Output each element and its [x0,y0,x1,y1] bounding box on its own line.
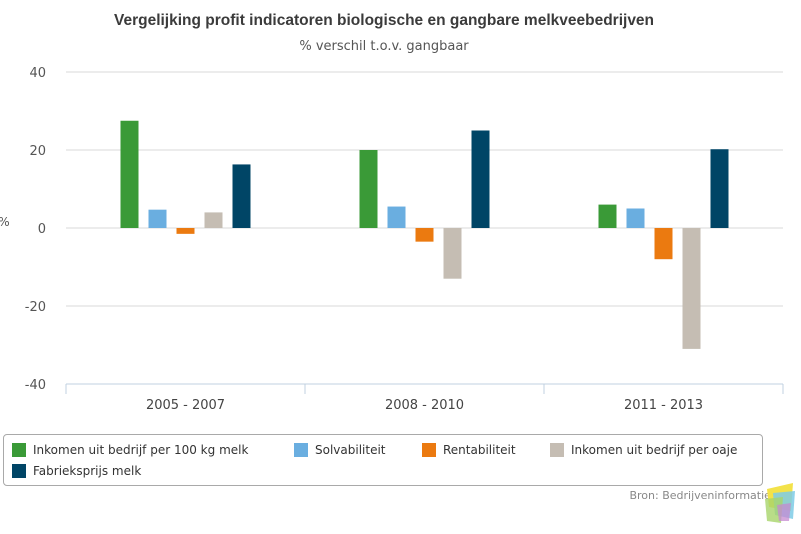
y-tick-label: -20 [25,300,46,315]
bar-rentabiliteit[interactable] [654,228,673,260]
legend-item[interactable]: Fabrieksprijs melk [12,464,141,478]
x-tick-label: 2005 - 2007 [146,398,225,413]
bar-solvabiliteit[interactable] [387,206,406,228]
bar-fabrieksprijs-melk[interactable] [232,164,251,228]
chart-title: Vergelijking profit indicatoren biologis… [113,12,655,29]
legend-swatch [12,464,26,478]
chart-credits[interactable]: Bron: Bedrijveninformatienet [629,489,789,502]
y-axis-label: % [0,215,10,229]
bar-chart: 40 20 0 -20 -40% 2005 - 2007 2008 - 2010 2011 -… [0,66,784,413]
legend-item[interactable]: Rentabiliteit [422,443,516,457]
legend-label: Solvabiliteit [315,443,386,457]
bar-inkomen-uit-bedrijf-per-oaje[interactable] [682,228,701,349]
x-tick-label: 2008 - 2010 [385,398,464,413]
bar-inkomen-uit-bedrijf-per-oaje[interactable] [443,228,462,279]
bar-rentabiliteit[interactable] [415,228,434,242]
legend-label: Inkomen uit bedrijf per oaje [571,443,738,457]
chart-legend: Inkomen uit bedrijf per 100 kg melk Solva… [3,434,763,486]
legend-swatch [550,443,564,457]
bar-fabrieksprijs-melk[interactable] [710,149,729,228]
lei-logo-icon [765,483,795,523]
y-tick-label: 40 [29,66,46,81]
legend-item[interactable]: Inkomen uit bedrijf per 100 kg melk [12,443,248,457]
bar-rentabiliteit[interactable] [176,228,195,234]
y-tick-label: -40 [25,378,46,393]
legend-item[interactable]: Solvabiliteit [294,443,386,457]
x-tick-label: 2011 - 2013 [624,398,703,413]
bar-inkomen-uit-bedrijf-per-100-kg-melk[interactable] [120,120,139,228]
bar-inkomen-uit-bedrijf-per-100-kg-melk[interactable] [598,204,617,228]
bar-solvabiliteit[interactable] [626,208,645,229]
legend-swatch [12,443,26,457]
legend-item[interactable]: Inkomen uit bedrijf per oaje [550,443,737,457]
y-tick-label: 20 [29,144,46,159]
bar-inkomen-uit-bedrijf-per-100-kg-melk[interactable] [359,150,378,228]
bar-solvabiliteit[interactable] [148,209,167,228]
legend-label: Rentabiliteit [443,443,516,457]
bar-inkomen-uit-bedrijf-per-oaje[interactable] [204,212,223,228]
bar-fabrieksprijs-melk[interactable] [471,130,490,229]
legend-swatch [422,443,436,457]
legend-swatch [294,443,308,457]
y-tick-label: 0 [38,222,46,237]
legend-label: Fabrieksprijs melk [33,464,142,478]
chart-subtitle: % verschil t.o.v. gangbaar [299,39,469,54]
legend-label: Inkomen uit bedrijf per 100 kg melk [33,443,249,457]
